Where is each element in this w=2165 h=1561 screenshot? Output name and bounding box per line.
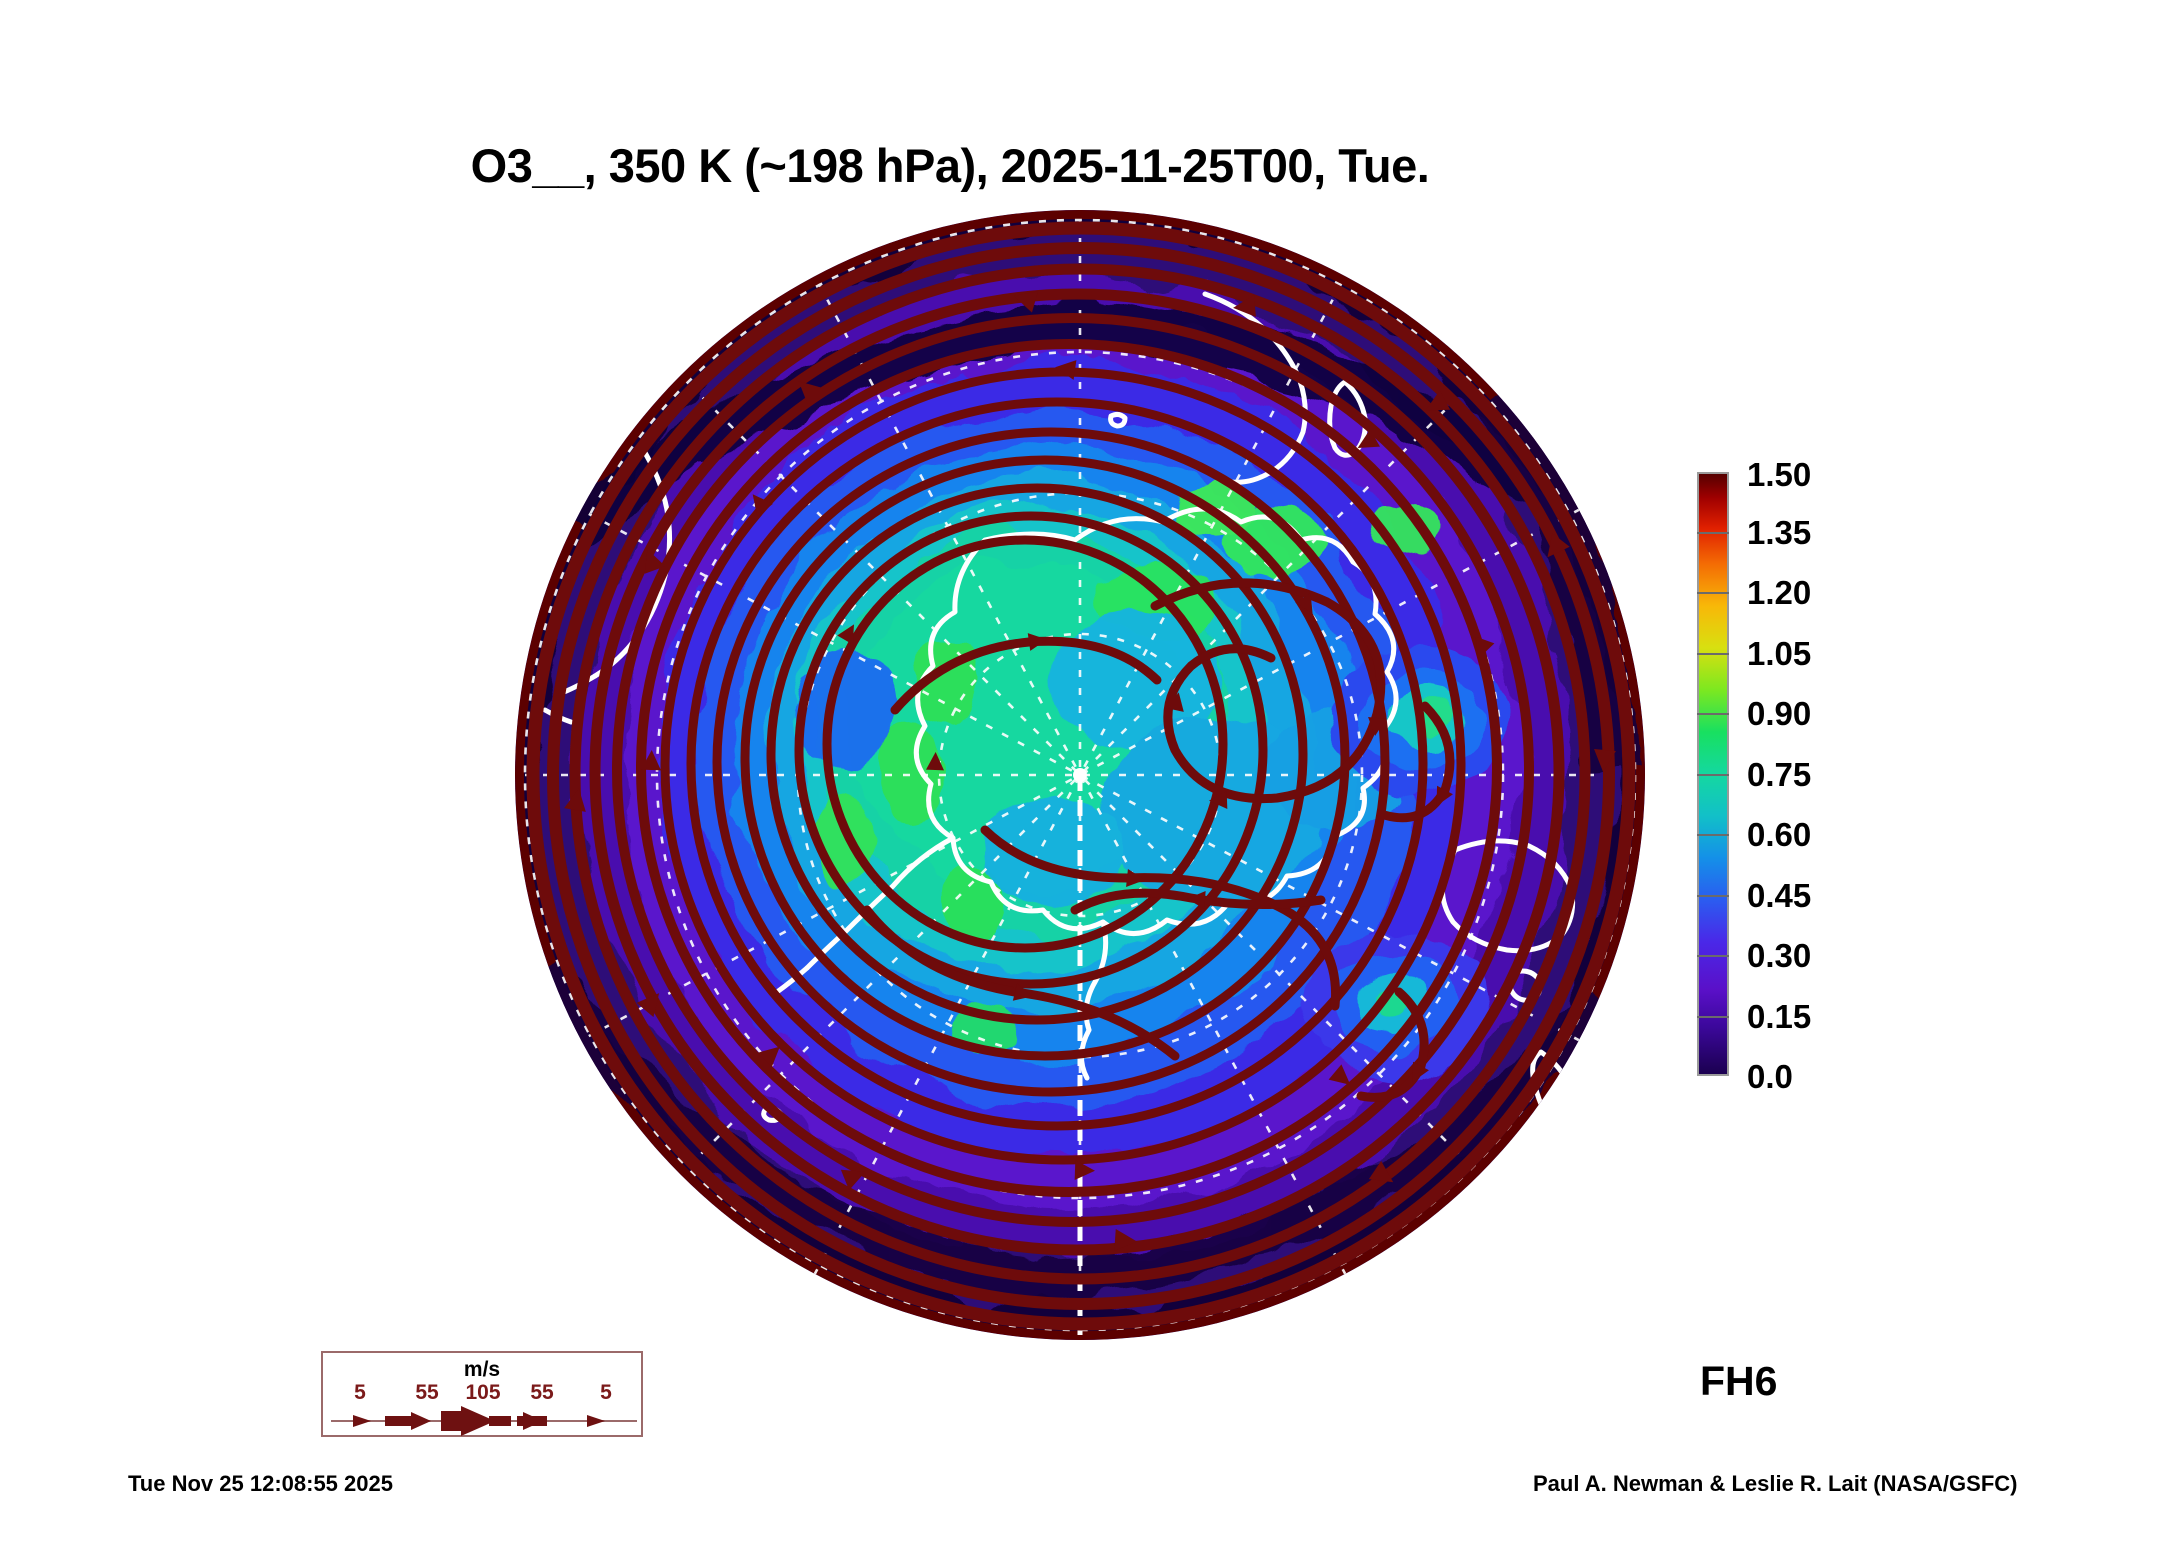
colorbar-tick [1697, 653, 1729, 655]
wind-legend-value: 5 [354, 1381, 366, 1404]
colorbar-tick [1697, 774, 1729, 776]
colorbar-label: 0.0 [1747, 1058, 1793, 1095]
page-title: O3__, 350 K (~198 hPa), 2025-11-25T00, T… [470, 139, 1430, 192]
wind-legend-value: 55 [530, 1381, 554, 1404]
wind-legend-value: 55 [415, 1381, 439, 1404]
colorbar-tick [1697, 713, 1729, 715]
colorbar-label: 1.05 [1747, 635, 1812, 672]
wind-legend-unit-label: m/s [463, 1358, 501, 1381]
colorbar-tick [1697, 955, 1729, 957]
south-pole-marker [1073, 768, 1087, 782]
colorbar-label: 0.60 [1747, 816, 1812, 853]
colorbar-label: 0.15 [1747, 998, 1812, 1035]
globe-plot [515, 210, 1645, 1340]
wind-legend-arrows [331, 1406, 637, 1436]
render-timestamp: Tue Nov 25 12:08:55 2025 [128, 1471, 393, 1496]
wind-legend-value: 5 [600, 1381, 612, 1404]
colorbar-label: 0.45 [1747, 877, 1812, 914]
colorbar-label: 1.20 [1747, 574, 1812, 611]
wind-streamlines [526, 221, 1636, 1331]
wind-speed-legend: m/s 5 55 105 55 5 [321, 1351, 643, 1437]
colorbar-tick [1697, 895, 1729, 897]
colorbar-label: 0.90 [1747, 695, 1812, 732]
polar-stereographic-globe [515, 210, 1645, 1340]
colorbar-label: 0.30 [1747, 937, 1812, 974]
colorbar-tick [1697, 532, 1729, 534]
colorbar-tick [1697, 1016, 1729, 1018]
colorbar-label: 0.75 [1747, 756, 1812, 793]
colorbar-tick [1697, 592, 1729, 594]
colorbar-label: 1.50 [1747, 456, 1812, 493]
colorbar-tick [1697, 834, 1729, 836]
author-credit: Paul A. Newman & Leslie R. Lait (NASA/GS… [1533, 1471, 2018, 1496]
forecast-hour-label: FH6 [1700, 1358, 1778, 1404]
map-panel [515, 210, 1645, 1340]
colorbar: 1.50 1.35 1.20 1.05 0.90 0.75 0.60 0.45 … [1697, 458, 1907, 1093]
colorbar-label: 1.35 [1747, 514, 1812, 551]
streamline-arrowheads [564, 291, 1616, 1251]
wind-legend-value: 105 [465, 1381, 501, 1404]
